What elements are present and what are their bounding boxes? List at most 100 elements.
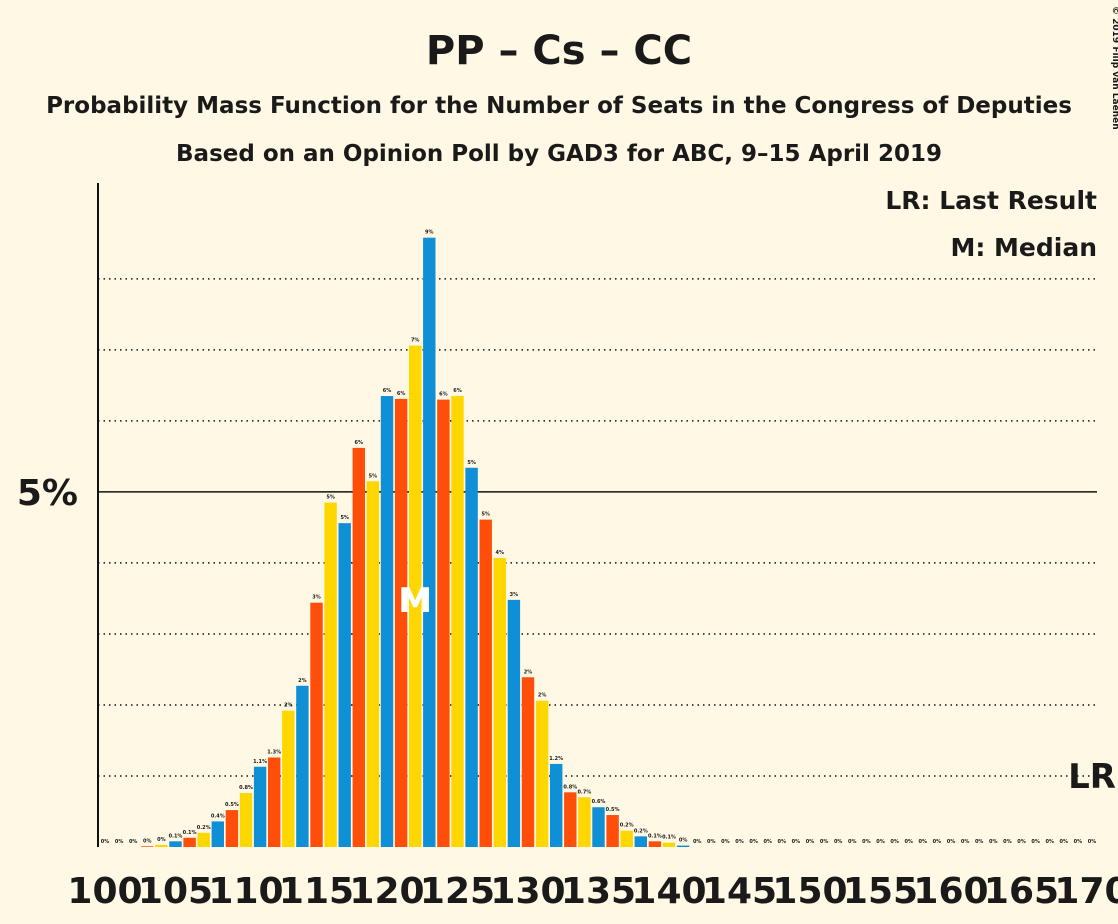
value-label: 3% <box>312 595 321 601</box>
value-label: 0.6% <box>592 799 606 805</box>
value-label: 5% <box>326 495 335 501</box>
bar <box>253 766 267 847</box>
value-label: 0.5% <box>225 802 239 808</box>
value-label: 0% <box>143 838 152 844</box>
bar <box>521 677 535 847</box>
value-label: 0% <box>115 839 124 845</box>
bar <box>535 700 549 847</box>
value-label: 0% <box>890 839 899 845</box>
x-tick-label: 110 <box>208 871 283 912</box>
value-label: 0% <box>721 839 730 845</box>
value-label: 0% <box>933 839 942 845</box>
value-label: 2% <box>538 693 547 699</box>
legend-entry: M: Median <box>950 233 1097 262</box>
bar <box>493 557 507 847</box>
value-label: 0% <box>763 839 772 845</box>
value-label: 5% <box>369 473 378 479</box>
x-tick-label: 165 <box>984 871 1059 912</box>
value-label: 0.5% <box>606 807 620 813</box>
value-label: 0% <box>806 839 815 845</box>
value-label: 0% <box>735 839 744 845</box>
x-tick-label: 140 <box>631 871 706 912</box>
value-label: 0% <box>919 839 928 845</box>
value-label: 0.1% <box>183 830 197 836</box>
bar <box>141 846 154 847</box>
value-label: 5% <box>481 512 490 518</box>
bar <box>197 832 210 847</box>
chart-title: PP – Cs – CC <box>426 28 692 74</box>
x-tick-label: 115 <box>279 871 354 912</box>
value-label: 0% <box>778 839 787 845</box>
x-tick-label: 105 <box>138 871 213 912</box>
value-label: 0% <box>1017 839 1026 845</box>
value-label: 0.8% <box>239 785 253 791</box>
legend-entry: LR: Last Result <box>885 186 1097 215</box>
bar <box>451 396 464 847</box>
value-label: 2% <box>524 669 533 675</box>
value-label: 0% <box>1031 839 1040 845</box>
value-label: 0% <box>1074 839 1083 845</box>
x-tick-label: 120 <box>349 871 424 912</box>
bar <box>620 830 633 847</box>
value-label: 1.1% <box>253 759 267 765</box>
bar <box>296 685 309 847</box>
bar <box>507 599 521 847</box>
value-label: 4% <box>496 550 505 556</box>
value-label: 6% <box>397 391 406 397</box>
bar <box>366 481 380 847</box>
copyright: © 2019 Filip van Laenen <box>1110 6 1118 130</box>
value-label: 0.2% <box>634 828 648 834</box>
value-label: 0% <box>862 839 871 845</box>
value-label: 0% <box>1003 839 1012 845</box>
bar <box>578 797 591 847</box>
value-label: 0% <box>989 839 998 845</box>
value-label: 0.4% <box>211 813 225 819</box>
value-label: 0% <box>679 838 688 844</box>
bar <box>324 502 337 847</box>
value-label: 0% <box>834 839 843 845</box>
x-tick-label: 170 <box>1054 871 1118 912</box>
value-label: 0% <box>820 839 829 845</box>
bar <box>380 396 394 847</box>
value-label: 2% <box>298 678 307 684</box>
x-tick-label: 155 <box>843 871 918 912</box>
x-tick-label: 130 <box>490 871 565 912</box>
value-label: 0% <box>693 839 702 845</box>
bar <box>479 519 492 847</box>
value-label: 0% <box>904 839 913 845</box>
y-tick-label: 5% <box>17 473 78 514</box>
bar <box>662 842 676 847</box>
median-marker: M <box>398 581 432 621</box>
value-label: 0.1% <box>169 833 183 839</box>
bar <box>169 841 182 847</box>
value-label: 0.7% <box>577 789 591 795</box>
value-label: 0% <box>848 839 857 845</box>
bar <box>352 447 366 847</box>
value-label: 6% <box>453 388 462 394</box>
value-label: 0% <box>749 839 758 845</box>
value-label: 0% <box>876 839 885 845</box>
x-tick-label: 135 <box>561 871 636 912</box>
value-label: 6% <box>383 388 392 394</box>
bar <box>267 757 281 847</box>
x-tick-label: 160 <box>913 871 988 912</box>
bar <box>183 837 196 847</box>
x-tick-label: 145 <box>702 871 777 912</box>
value-label: 9% <box>425 230 434 236</box>
bar <box>239 793 253 847</box>
x-tick-label: 150 <box>772 871 847 912</box>
value-label: 0% <box>1060 839 1069 845</box>
bar <box>437 399 450 847</box>
value-label: 7% <box>411 338 420 344</box>
bar <box>310 602 323 847</box>
chart-subtitle: Probability Mass Function for the Number… <box>46 93 1072 119</box>
bar <box>634 836 648 847</box>
value-label: 0% <box>1088 839 1097 845</box>
value-label: 5% <box>467 460 476 466</box>
value-label: 5% <box>340 515 349 521</box>
value-label: 0% <box>792 839 801 845</box>
bar <box>564 792 577 847</box>
x-tick-label: 100 <box>67 871 142 912</box>
bar <box>225 810 239 847</box>
